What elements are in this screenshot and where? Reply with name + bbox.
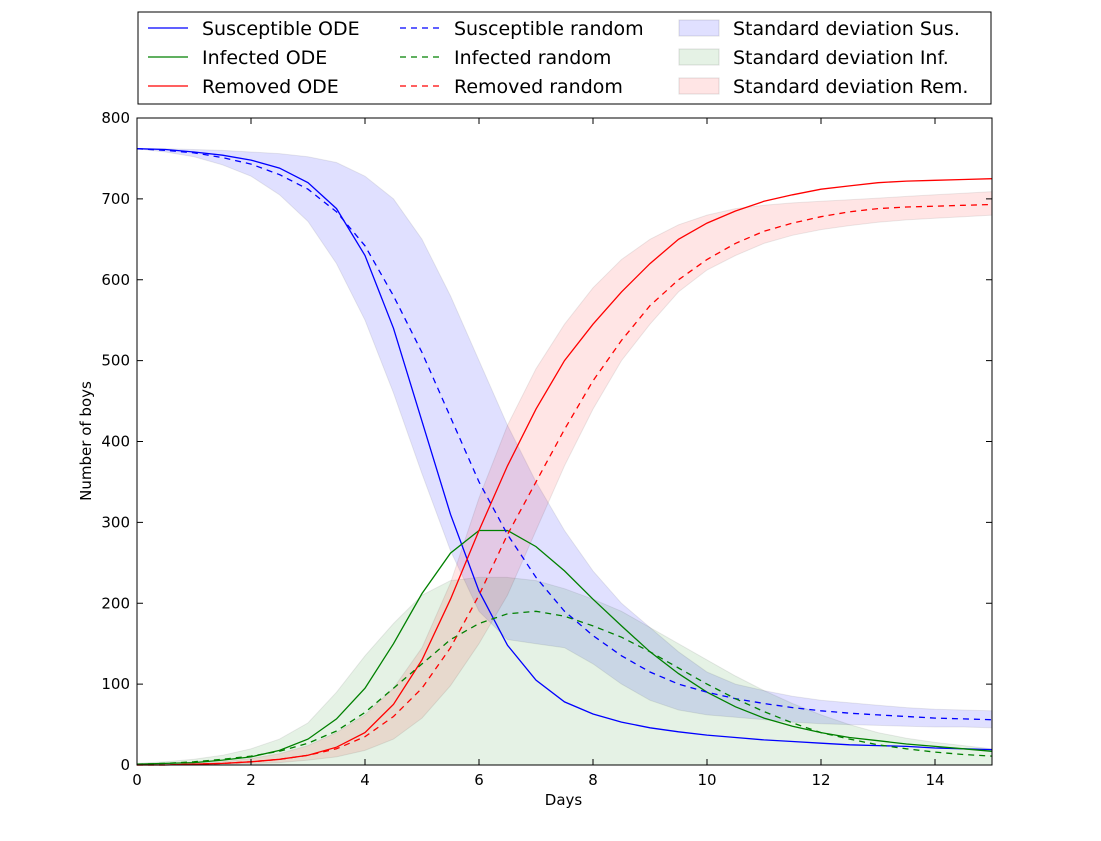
- band-standard-deviation-inf: [136, 576, 993, 766]
- y-tick-label: 200: [101, 594, 130, 612]
- series-line-susceptible-random: [136, 148, 993, 721]
- y-tick-label: 300: [101, 513, 130, 531]
- legend-swatch-standard-deviation-inf: [678, 48, 720, 66]
- x-tick-label: 0: [132, 771, 142, 789]
- legend-swatch-standard-deviation-rem: [678, 77, 720, 95]
- y-tick-label: 700: [101, 190, 130, 208]
- x-tick-label: 10: [697, 771, 716, 789]
- axes-layer: 0 2 4 6 8 10 12 14 0 100 200 300 400 500 600 700 800: [101, 109, 992, 789]
- std-bands-layer: [136, 148, 993, 766]
- series-line-susceptible-ode: [136, 148, 993, 751]
- legend-label-susceptible-ode: Susceptible ODE: [202, 18, 360, 40]
- series-line-removed-ode: [137, 178, 993, 766]
- legend-label-infected-ode: Infected ODE: [202, 47, 327, 69]
- series-line-infected-ode: [136, 529, 993, 765]
- y-axis-label: Number of boys: [77, 381, 95, 501]
- x-axis-label: Days: [545, 791, 583, 809]
- x-tick-label: 6: [474, 771, 484, 789]
- legend: Susceptible ODE Infected ODE Removed ODE Su…: [137, 11, 992, 105]
- x-tick-label: 2: [246, 771, 256, 789]
- legend-frame: [137, 11, 992, 105]
- legend-label-standard-deviation-rem: Standard deviation Rem.: [733, 76, 968, 98]
- y-tick-label: 100: [101, 675, 130, 693]
- y-tick-label: 0: [120, 756, 130, 774]
- y-tick-label: 500: [101, 352, 130, 370]
- y-tick-label: 400: [101, 433, 130, 451]
- legend-label-infected-random: Infected random: [454, 47, 611, 69]
- legend-swatch-standard-deviation-sus: [678, 19, 720, 37]
- legend-label-susceptible-random: Susceptible random: [454, 18, 644, 40]
- legend-label-removed-ode: Removed ODE: [202, 76, 339, 98]
- x-tick-label: 14: [925, 771, 944, 789]
- y-tick-label: 800: [101, 109, 130, 127]
- series-lines-layer: [136, 148, 993, 766]
- legend-label-removed-random: Removed random: [454, 76, 623, 98]
- series-line-infected-random: [136, 610, 993, 765]
- y-tick-label: 600: [101, 271, 130, 289]
- legend-label-standard-deviation-inf: Standard deviation Inf.: [733, 47, 949, 69]
- x-tick-label: 4: [360, 771, 370, 789]
- x-tick-label: 12: [811, 771, 830, 789]
- legend-label-standard-deviation-sus: Standard deviation Sus.: [733, 18, 960, 40]
- x-tick-label: 8: [588, 771, 598, 789]
